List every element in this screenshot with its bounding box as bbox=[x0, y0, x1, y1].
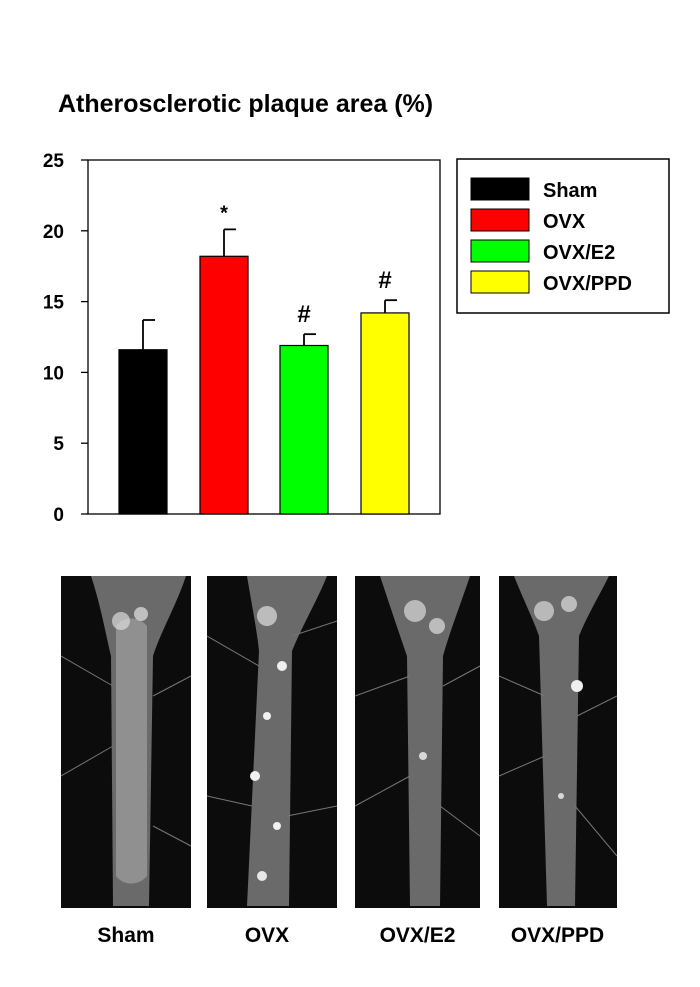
bar-chart: 0 5 10 15 20 25 * # # Sham OVX OVX/E2 OVX/PPD bbox=[43, 151, 670, 526]
y-tick-label: 5 bbox=[53, 434, 64, 455]
legend-label: Sham bbox=[543, 180, 597, 202]
significance-mark: * bbox=[220, 202, 228, 224]
y-tick-label: 0 bbox=[53, 505, 64, 526]
chart-title: Atherosclerotic plaque area (%) bbox=[58, 90, 434, 118]
y-tick-label: 15 bbox=[43, 293, 65, 314]
legend-swatch bbox=[470, 239, 530, 263]
photo-label-ovx-e2: OVX/E2 bbox=[379, 924, 456, 947]
legend-label: OVX/PPD bbox=[543, 273, 632, 295]
photo-label-ovx: OVX bbox=[244, 924, 290, 947]
legend-swatch bbox=[470, 177, 530, 201]
bar-ovx-e2 bbox=[279, 344, 329, 515]
bar-sham bbox=[118, 349, 168, 515]
photo-label-sham: Sham bbox=[97, 924, 155, 947]
significance-mark: # bbox=[378, 267, 391, 294]
photo-label-ovx-ppd: OVX/PPD bbox=[510, 924, 605, 947]
bar-ovx bbox=[199, 255, 249, 515]
significance-mark: # bbox=[297, 301, 310, 328]
legend-swatch bbox=[470, 270, 530, 294]
aorta-photo-sham bbox=[61, 576, 191, 908]
plot-frame bbox=[87, 159, 441, 515]
legend-label: OVX/E2 bbox=[543, 242, 615, 264]
aorta-photo-ovx-ppd bbox=[499, 576, 617, 908]
plot-area: 0 5 10 15 20 25 * # # bbox=[43, 151, 441, 526]
aorta-photo-ovx bbox=[207, 576, 337, 908]
y-tick-label: 10 bbox=[43, 363, 64, 384]
legend-label: OVX bbox=[543, 211, 586, 233]
bar-ovx-ppd bbox=[360, 312, 410, 515]
aorta-photo-ovx-e2 bbox=[355, 576, 480, 908]
y-tick-label: 20 bbox=[43, 222, 64, 243]
legend: Sham OVX OVX/E2 OVX/PPD bbox=[456, 158, 670, 314]
y-tick-label: 25 bbox=[43, 151, 65, 172]
legend-swatch bbox=[470, 208, 530, 232]
